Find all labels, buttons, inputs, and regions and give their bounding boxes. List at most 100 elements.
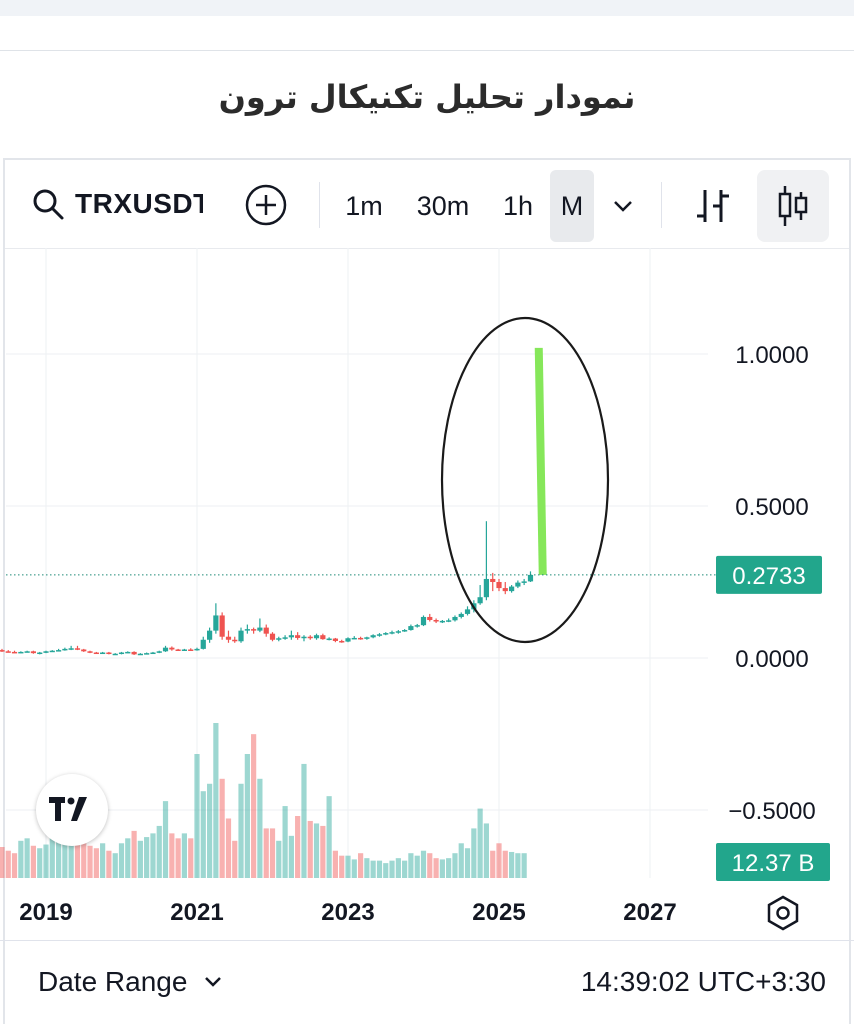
candle-body <box>156 651 162 653</box>
settings-icon <box>767 895 799 931</box>
volume-bar <box>207 783 213 878</box>
candle-body <box>288 635 294 638</box>
clock-readout: 14:39:02 UTC+3:30 <box>580 966 826 997</box>
volume-bar <box>383 863 389 878</box>
candle-body <box>30 651 36 654</box>
symbol-search[interactable]: TRXUSDT <box>31 186 203 222</box>
tradingview-logo-icon <box>49 797 87 821</box>
candle-body <box>87 651 93 653</box>
interval-month[interactable]: M <box>550 170 594 242</box>
volume-bar <box>332 850 338 878</box>
volume-bar <box>219 778 225 878</box>
candle-body <box>515 582 521 587</box>
candle-body <box>213 615 219 631</box>
volume-bar <box>225 818 232 878</box>
volume-bar <box>427 853 433 878</box>
interval-1h[interactable]: 1h <box>502 190 534 221</box>
y-tick-label: 1.0000 <box>735 342 808 369</box>
date-range-button[interactable]: Date Range <box>38 966 223 998</box>
volume-bar <box>37 848 43 878</box>
interval-1m[interactable]: 1m <box>345 190 383 221</box>
candle-body <box>420 616 427 626</box>
candle-body <box>56 650 62 652</box>
candle-body <box>395 631 401 633</box>
volume-bar <box>43 844 49 878</box>
volume-bar <box>490 850 496 878</box>
bar-chart-icon <box>697 190 729 222</box>
volume-bar <box>351 859 357 878</box>
volume-bar <box>150 833 156 878</box>
candle-body <box>376 634 383 636</box>
volume-bar <box>307 820 313 878</box>
candle-body <box>527 574 534 582</box>
volume-bar <box>439 859 445 878</box>
volume-bar <box>288 835 294 878</box>
volume-bar <box>376 860 383 878</box>
volume-bar <box>502 850 508 878</box>
volume-bar <box>282 806 288 878</box>
bar-chart-button[interactable] <box>693 184 733 228</box>
volume-bar <box>56 840 62 878</box>
volume-bar <box>313 823 320 878</box>
interval-30m[interactable]: 30m <box>416 190 470 221</box>
candle-body <box>74 648 81 650</box>
volume-bar <box>345 855 351 878</box>
add-compare-button[interactable] <box>245 184 287 226</box>
volume-bar <box>263 828 269 878</box>
footer-divider <box>0 940 854 941</box>
candle-body <box>137 653 143 656</box>
candle-body <box>37 652 43 655</box>
add-compare-icon <box>245 184 287 226</box>
candle-body <box>320 635 326 640</box>
volume-bar <box>87 845 93 878</box>
interval-dropdown[interactable] <box>609 192 637 220</box>
volume-bar <box>5 850 11 878</box>
volume-bar <box>200 791 206 878</box>
volume-bar <box>452 853 458 878</box>
date-range-label: Date Range <box>38 966 188 997</box>
tradingview-logo[interactable] <box>36 774 108 846</box>
volume-bar <box>257 778 263 878</box>
candle-body <box>496 582 502 589</box>
candle-body <box>62 648 68 651</box>
candle-body <box>502 588 508 592</box>
symbol-label: TRXUSDT <box>75 188 203 219</box>
candle-body <box>402 630 408 632</box>
volume-bar <box>364 858 370 878</box>
candle-body <box>81 649 87 652</box>
volume-bar <box>408 853 414 878</box>
volume-bar <box>446 858 452 878</box>
candle-body <box>295 635 301 638</box>
price-chart[interactable]: 1.0000 0.5000 0.0000 −0.5000 2019 2021 2023 202… <box>0 0 854 940</box>
candle-body <box>244 629 250 631</box>
candle-body <box>43 651 49 653</box>
candle-body <box>251 629 257 631</box>
candle-body <box>483 578 489 598</box>
volume-label: 12.37 B <box>732 850 815 877</box>
candlestick-button[interactable] <box>757 170 829 242</box>
candle-body <box>364 637 370 639</box>
volume-bar <box>137 840 143 878</box>
candle-body <box>464 609 471 614</box>
volume-bar <box>251 734 257 878</box>
candle-body <box>200 639 206 649</box>
last-price-badge <box>716 555 822 594</box>
candle-body <box>106 652 112 655</box>
volume-bar <box>11 853 18 878</box>
candle-body <box>68 648 74 650</box>
annotation-ellipse <box>440 316 610 644</box>
candle-body <box>326 638 332 641</box>
candle-body <box>188 649 194 651</box>
volume-bar <box>420 850 427 878</box>
x-tick-label: 2021 <box>170 899 223 926</box>
y-tick-label: 0.0000 <box>735 646 808 673</box>
settings-button[interactable] <box>764 894 802 932</box>
volume-bar <box>509 851 515 878</box>
candle-body <box>263 627 269 634</box>
volume-bar <box>477 808 483 878</box>
volume-bar <box>521 853 527 878</box>
volume-bar <box>24 838 30 878</box>
x-tick-label: 2025 <box>472 899 525 926</box>
volume-bar <box>232 840 238 878</box>
volume-bar <box>93 848 99 878</box>
